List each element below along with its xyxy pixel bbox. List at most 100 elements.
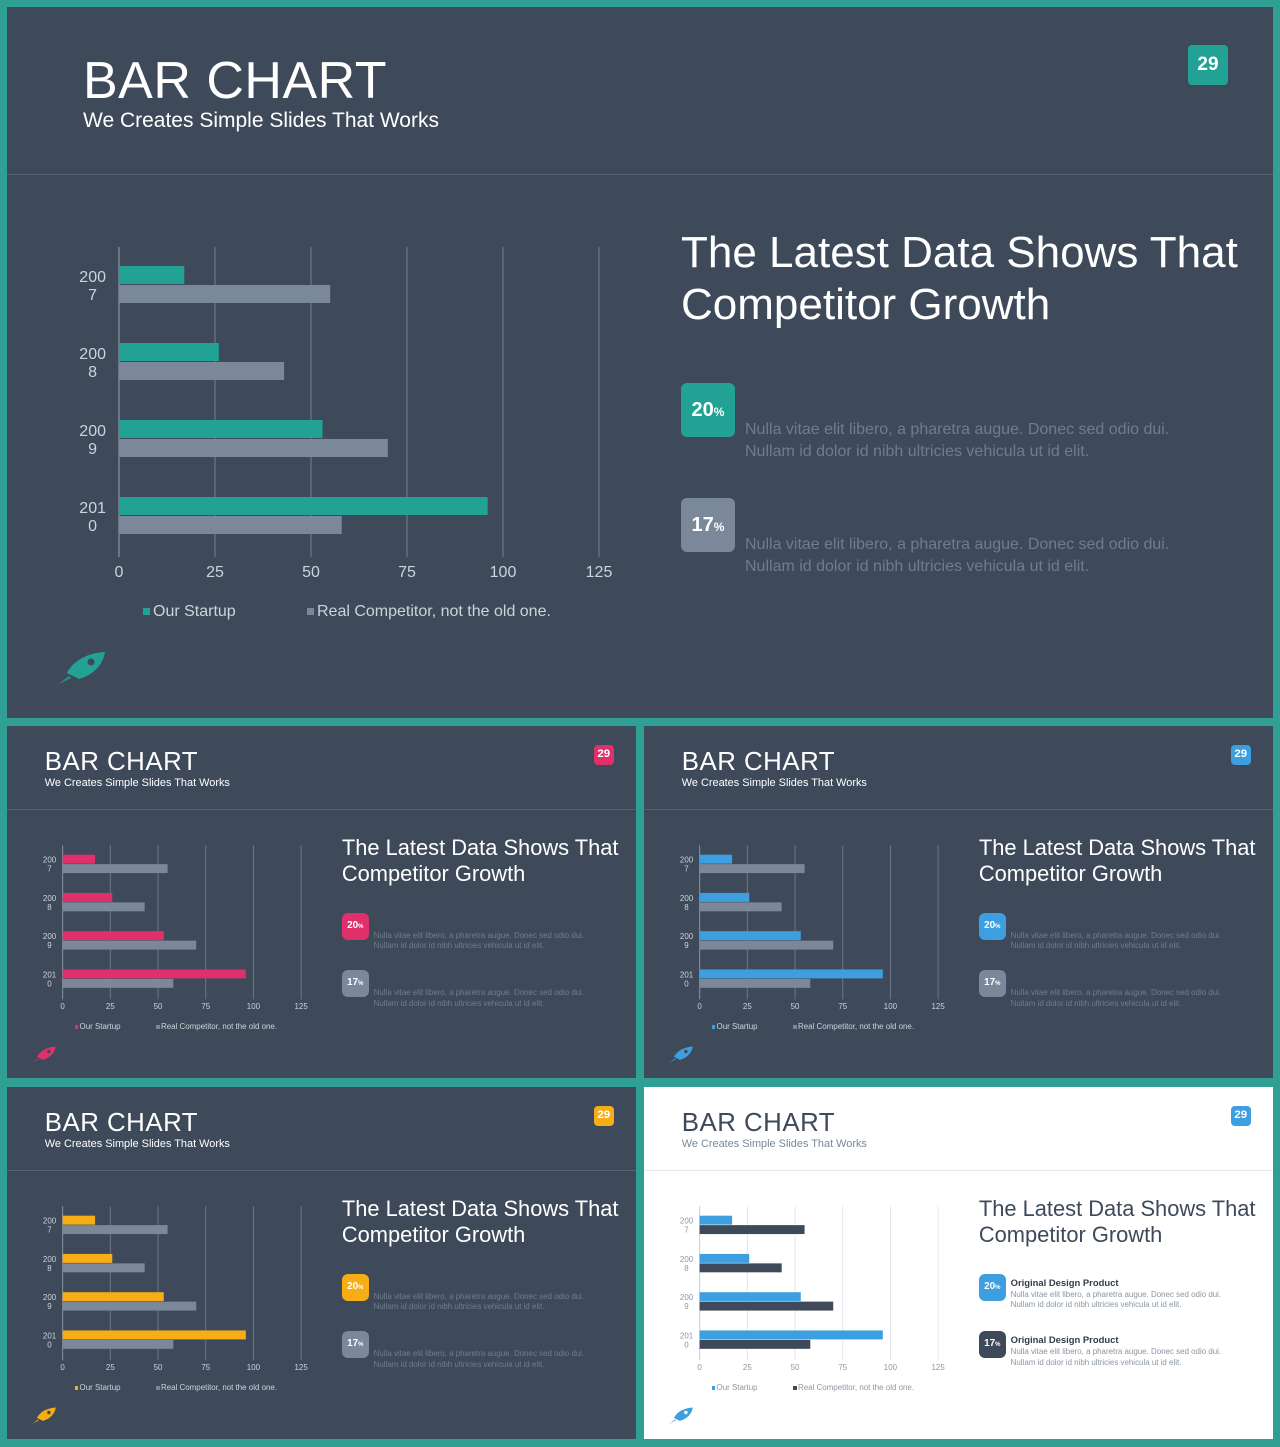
bar-real-competitor[interactable] [62,864,168,874]
legend-our-startup[interactable]: Our Startup [74,1022,121,1031]
bar-our-startup[interactable] [699,1330,883,1340]
legend-real-competitor[interactable]: Real Competitor, not the old one. [793,1022,914,1031]
bar-our-startup[interactable] [62,1215,96,1225]
slide-thumb-blue[interactable]: BAR CHART We Creates Simple Slides That W… [644,726,1273,1078]
stat-unit: % [995,1341,1001,1348]
bar-our-startup[interactable] [62,892,113,902]
description-line: Nullam id dolor id nibh ultricies vehicu… [1010,941,1182,951]
bar-real-competitor[interactable] [699,864,805,874]
description-line: Nullam id dolor id nibh ultricies vehicu… [745,442,1090,460]
legend-label: Real Competitor, not the old one. [161,1022,278,1032]
bar-our-startup[interactable] [699,969,883,979]
stat-description: Nulla vitae elit libero, a pharetra augu… [1011,1290,1221,1311]
stat-value: 20 [347,919,359,931]
bar-real-competitor[interactable] [62,1263,145,1273]
slide-thumb-yellow[interactable]: BAR CHART We Creates Simple Slides That W… [7,1087,636,1439]
bar-our-startup[interactable] [699,1292,801,1302]
y-tick-label: 8 [47,903,52,912]
bar-our-startup[interactable] [62,969,246,979]
bar-real-competitor[interactable] [62,1225,168,1235]
bar-our-startup[interactable] [119,420,323,438]
x-tick-label: 0 [60,1363,65,1372]
y-tick-label: 200 [680,894,694,903]
legend-label: Our Startup [153,603,236,620]
legend-our-startup[interactable]: Our Startup [74,1383,121,1392]
description-line: Nulla vitae elit libero, a pharetra augu… [373,1291,585,1301]
x-tick-label: 125 [586,564,613,581]
legend-real-competitor[interactable]: Real Competitor, not the old one. [793,1383,914,1392]
legend-our-startup[interactable]: Our Startup [143,603,236,621]
headline: The Latest Data Shows That Competitor Gro… [342,835,619,887]
description-line: Nulla vitae elit libero, a pharetra augu… [745,536,1170,553]
slide-thumb-pink[interactable]: BAR CHART We Creates Simple Slides That W… [7,726,636,1078]
bar-real-competitor[interactable] [699,940,834,950]
bar-real-competitor[interactable] [699,978,811,988]
y-tick-label: 9 [47,1302,52,1311]
slide-title: BAR CHART [681,747,836,776]
description-line: Nulla vitae elit libero, a pharetra augu… [373,1348,585,1358]
headline: The Latest Data Shows That Competitor Gro… [342,1196,619,1248]
legend-our-startup[interactable]: Our Startup [711,1022,758,1032]
y-tick-label: 9 [47,941,52,950]
bar-our-startup[interactable] [62,1330,246,1340]
bar-our-startup[interactable] [119,343,219,361]
y-tick-label: 201 [680,1331,694,1340]
bar-our-startup[interactable] [699,854,733,864]
bar-our-startup[interactable] [62,1253,113,1263]
bar-real-competitor[interactable] [699,1225,805,1235]
bar-real-competitor[interactable] [62,940,197,950]
slide-title: BAR CHART [44,747,199,776]
slide-title: BAR CHART [83,52,388,110]
bar-our-startup[interactable] [119,266,185,284]
bar-real-competitor[interactable] [62,1339,174,1349]
bar-real-competitor[interactable] [699,902,782,912]
bar-our-startup[interactable] [699,1253,750,1263]
bar-real-competitor[interactable] [699,1301,834,1311]
bar-real-competitor[interactable] [699,1339,811,1349]
legend-our-startup[interactable]: Our Startup [711,1383,758,1392]
bar-our-startup[interactable] [62,1292,164,1302]
stat-value: 20 [984,1280,996,1292]
bar-real-competitor[interactable] [62,1301,197,1311]
bar-real-competitor[interactable] [62,978,174,988]
x-tick-label: 25 [106,1363,115,1372]
legend-swatch [74,1386,79,1390]
bar-our-startup[interactable] [699,1215,733,1225]
bar-real-competitor[interactable] [119,439,388,457]
bar-our-startup[interactable] [62,931,164,941]
x-tick-label: 25 [743,1002,752,1011]
headline-line: Competitor Growth [978,861,1163,887]
slide-main-teal[interactable]: BAR CHART We Creates Simple Slides That W… [7,7,1273,718]
stat-description: Nulla vitae elit libero, a pharetra augu… [1011,988,1221,1009]
legend-label: Our Startup [716,1022,758,1032]
stat-value: 20 [347,1280,359,1292]
bar-real-competitor[interactable] [119,285,331,303]
stat-badge-secondary: 17% [978,1330,1006,1358]
headline-line: The Latest Data Shows That [341,835,619,861]
y-tick-label: 200 [79,346,106,363]
bar-our-startup[interactable] [119,497,488,515]
bar-real-competitor[interactable] [119,362,285,380]
description-line: Nulla vitae elit libero, a pharetra augu… [1010,987,1222,997]
product-label: Original Design Product [1010,1276,1119,1288]
bar-our-startup[interactable] [62,854,96,864]
x-tick-label: 100 [490,564,517,581]
bar-real-competitor[interactable] [62,902,145,912]
legend-real-competitor[interactable]: Real Competitor, not the old one. [156,1383,277,1392]
bar-our-startup[interactable] [699,931,801,941]
y-tick-label: 0 [47,1340,52,1349]
description-line: Nullam id dolor id nibh ultricies vehicu… [373,1359,545,1369]
legend-real-competitor[interactable]: Real Competitor, not the old one. [307,603,551,621]
y-tick-label: 8 [684,903,689,912]
stat-description: Nulla vitae elit libero, a pharetra augu… [374,988,584,1009]
x-tick-label: 75 [398,564,416,581]
bar-our-startup[interactable] [699,892,750,902]
legend-real-competitor[interactable]: Real Competitor, not the old one. [156,1022,277,1031]
bar-real-competitor[interactable] [119,516,342,534]
y-tick-label: 200 [680,1255,694,1264]
x-tick-label: 50 [791,1002,800,1011]
slide-thumb-light[interactable]: BAR CHART We Creates Simple Slides That W… [644,1087,1273,1439]
bar-real-competitor[interactable] [699,1263,782,1273]
y-tick-label: 7 [684,865,689,874]
